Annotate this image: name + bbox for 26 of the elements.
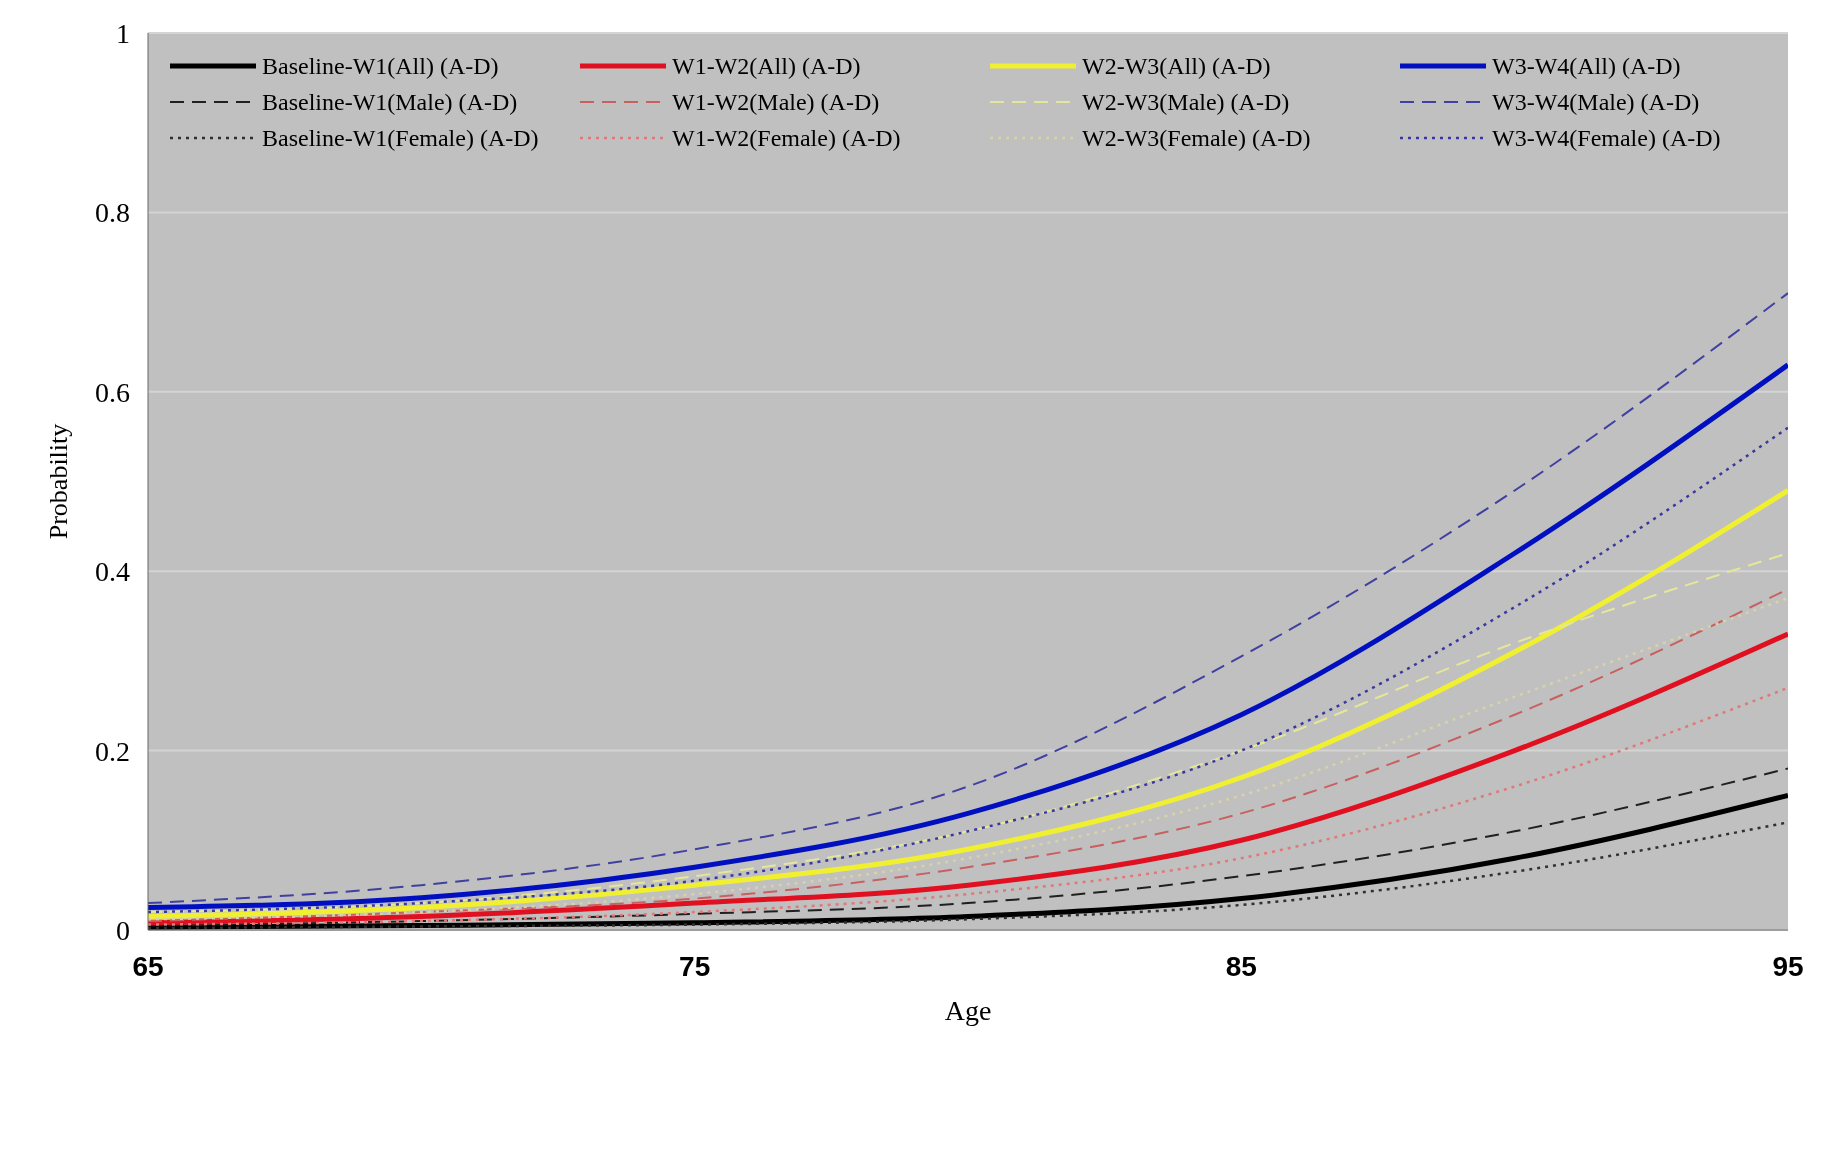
legend-label: W2-W3(Male) (A-D) — [1082, 88, 1290, 116]
legend-label: W2-W3(All) (A-D) — [1082, 52, 1271, 80]
legend-label: Baseline-W1(Male) (A-D) — [262, 88, 518, 116]
legend-label: W3-W4(Male) (A-D) — [1492, 88, 1700, 116]
x-tick-label: 75 — [679, 950, 711, 982]
x-tick-label: 65 — [132, 950, 164, 982]
legend-label: W2-W3(Female) (A-D) — [1082, 124, 1311, 152]
legend-label: W3-W4(Female) (A-D) — [1492, 124, 1721, 152]
line-series — [148, 686, 1788, 926]
y-tick-label: 0.2 — [95, 735, 130, 767]
legend-label: W1-W2(Male) (A-D) — [672, 88, 880, 116]
y-axis-title: Probability — [44, 423, 74, 540]
legend-label: W1-W2(All) (A-D) — [672, 52, 861, 80]
x-axis-title: Age — [944, 995, 992, 1026]
x-tick-label: 85 — [1225, 950, 1257, 982]
x-tick-label: 95 — [1772, 950, 1804, 982]
legend-label: W1-W2(Female) (A-D) — [672, 124, 901, 152]
y-tick-label: 0.8 — [95, 197, 130, 229]
y-tick-label: 0.4 — [95, 556, 130, 588]
y-tick-label: 1 — [116, 17, 130, 49]
y-tick-label: 0 — [116, 914, 130, 946]
line-series — [148, 767, 1788, 927]
legend-label: Baseline-W1(Female) (A-D) — [262, 124, 539, 152]
y-tick-label: 0.6 — [95, 376, 130, 408]
legend-label: W3-W4(All) (A-D) — [1492, 52, 1681, 80]
legend-label: Baseline-W1(All) (A-D) — [262, 52, 499, 80]
